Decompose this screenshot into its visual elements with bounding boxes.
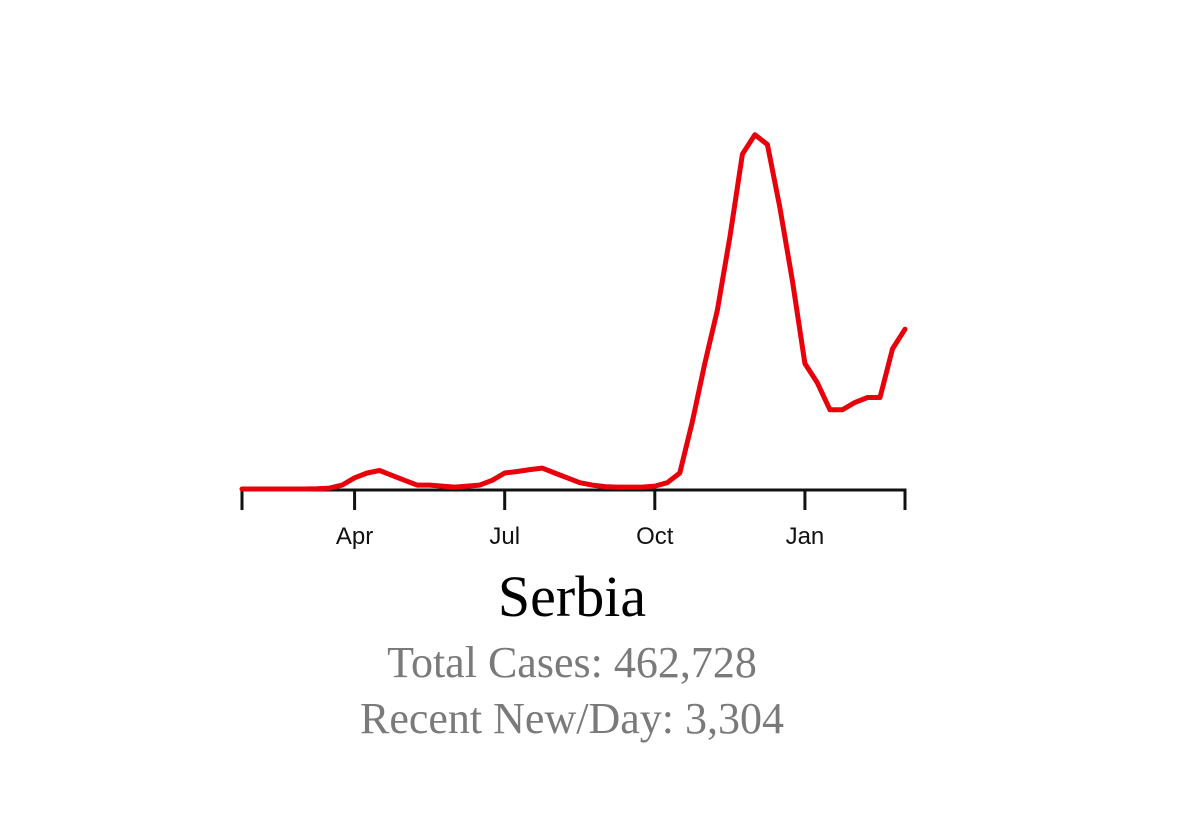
total-cases: Total Cases: 462,728: [387, 638, 757, 687]
x-tick-label: Jul: [489, 523, 520, 550]
cases-line: [239, 132, 908, 492]
chart-title: Serbia: [498, 564, 646, 629]
x-tick-label: Oct: [636, 523, 674, 550]
x-tick-label: Jan: [786, 523, 825, 550]
recent-new-per-day: Recent New/Day: 3,304: [360, 694, 784, 743]
x-tick-label: Apr: [336, 523, 373, 550]
